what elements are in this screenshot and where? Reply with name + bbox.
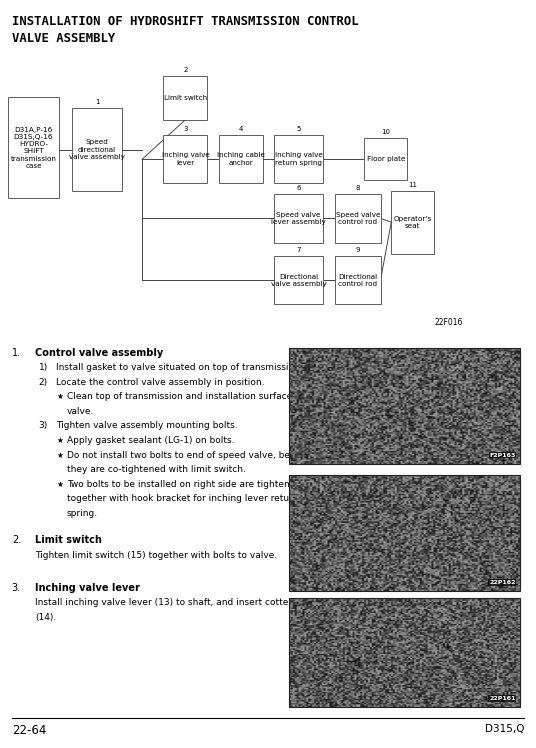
Text: Floor plate: Floor plate [367,156,405,162]
Text: they are co-tightened with limit switch.: they are co-tightened with limit switch. [67,465,246,474]
Text: Operator's
seat: Operator's seat [393,216,432,229]
Text: Tighten limit switch (15) together with bolts to valve.: Tighten limit switch (15) together with … [35,551,277,560]
Bar [289,475,520,591]
Text: VALVE ASSEMBLY: VALVE ASSEMBLY [12,32,115,45]
Bar [391,191,434,254]
Text: D315,Q: D315,Q [485,724,524,734]
Text: Speed
directional
valve assembly: Speed directional valve assembly [69,139,125,160]
Text: Inching valve
lever: Inching valve lever [161,153,210,165]
Text: F2P163: F2P163 [489,453,516,458]
Bar [8,97,59,198]
Bar [274,194,323,243]
Bar [72,108,122,191]
Text: 3.: 3. [12,583,21,592]
Text: Apply gasket sealant (LG-1) on bolts.: Apply gasket sealant (LG-1) on bolts. [67,436,235,445]
Text: D31A,P-16
D31S,Q-16
HYDRO-
SHIFT
transmission
case: D31A,P-16 D31S,Q-16 HYDRO- SHIFT transmi… [11,126,56,169]
Text: Inching valve
return spring: Inching valve return spring [274,153,323,165]
Bar [335,256,381,304]
Text: 11: 11 [408,182,417,188]
Text: Install gasket to valve situated on top of transmission.: Install gasket to valve situated on top … [56,363,303,373]
Text: Directional
control rod: Directional control rod [338,274,377,286]
Bar [274,135,323,183]
Text: 22P161: 22P161 [489,696,516,701]
Text: Limit switch: Limit switch [35,536,102,545]
Text: ★: ★ [56,479,63,489]
Bar [364,138,407,180]
Bar [163,76,207,120]
Text: Speed valve
lever assembly: Speed valve lever assembly [271,212,326,225]
Bar [289,348,520,464]
Text: Install inching valve lever (13) to shaft, and insert cotter pin: Install inching valve lever (13) to shaf… [35,598,309,607]
Bar [274,256,323,304]
Text: together with hook bracket for inching lever return: together with hook bracket for inching l… [67,494,299,503]
Text: Clean top of transmission and installation surface of: Clean top of transmission and installati… [67,392,304,402]
Text: Do not install two bolts to end of speed valve, because: Do not install two bolts to end of speed… [67,450,316,460]
Text: Limit switch: Limit switch [164,95,207,101]
Text: 8: 8 [355,186,360,191]
Text: 7: 7 [296,247,301,253]
Text: 3: 3 [183,126,188,132]
Text: ★: ★ [56,436,63,445]
Text: 10: 10 [382,129,390,135]
Text: valve.: valve. [67,407,94,416]
Text: (14).: (14). [35,613,56,622]
Text: 2): 2) [39,378,48,387]
Bar [163,135,207,183]
Text: 22F016: 22F016 [434,318,463,327]
Text: 9: 9 [355,247,360,253]
Text: Locate the control valve assembly in position.: Locate the control valve assembly in pos… [56,378,265,387]
Text: 22-64: 22-64 [12,724,46,737]
Text: INSTALLATION OF HYDROSHIFT TRANSMISSION CONTROL: INSTALLATION OF HYDROSHIFT TRANSMISSION … [12,15,359,28]
Text: Tighten valve assembly mounting bolts.: Tighten valve assembly mounting bolts. [56,421,238,431]
Text: 1.: 1. [12,348,21,358]
Text: 4: 4 [239,126,243,132]
Text: ★: ★ [56,450,63,460]
Text: spring.: spring. [67,509,98,518]
Text: Speed valve
control rod: Speed valve control rod [336,212,380,225]
Text: Inching valve lever: Inching valve lever [35,583,140,592]
Text: Inching cable
anchor: Inching cable anchor [217,153,265,165]
Text: 22P162: 22P162 [489,580,516,585]
Text: 6: 6 [296,186,301,191]
Bar [289,598,520,707]
Bar [219,135,263,183]
Text: 3): 3) [39,421,48,431]
Bar [335,194,381,243]
Text: Control valve assembly: Control valve assembly [35,348,163,358]
Text: ★: ★ [56,392,63,402]
Text: Directional
valve assembly: Directional valve assembly [271,274,326,286]
Text: 1: 1 [95,99,99,105]
Text: Two bolts to be installed on right side are tightened: Two bolts to be installed on right side … [67,479,301,489]
Text: 2.: 2. [12,536,21,545]
Text: 1): 1) [39,363,48,373]
Text: 5: 5 [296,126,301,132]
Text: 2: 2 [183,67,188,73]
